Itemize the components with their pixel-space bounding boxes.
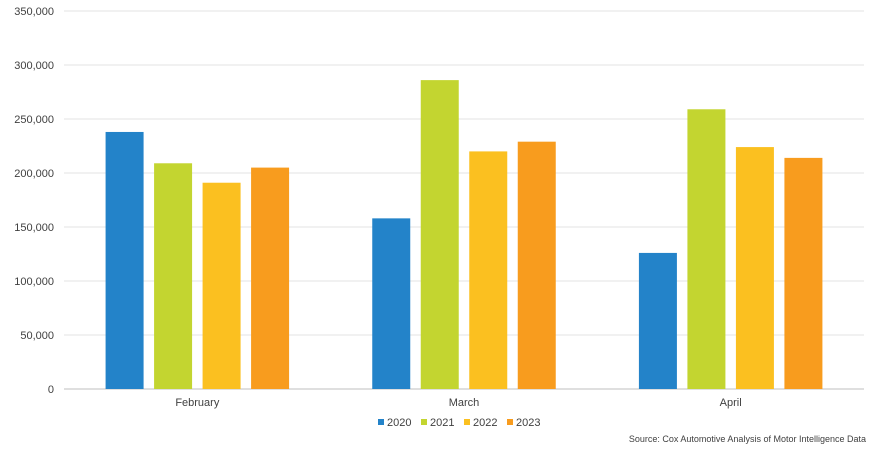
bar-april-2020 [638, 252, 677, 389]
bar-march-2021 [420, 80, 459, 390]
y-tick-label: 100,000 [14, 276, 54, 288]
x-category-label: April [720, 397, 742, 409]
bar-april-2021 [687, 109, 726, 389]
y-tick-label: 200,000 [14, 168, 54, 180]
legend-swatch [464, 419, 470, 425]
legend-swatch [378, 419, 384, 425]
y-tick-label: 50,000 [20, 330, 54, 342]
x-axis-categories: February March April [175, 397, 741, 409]
bar-february-2022 [202, 182, 241, 389]
y-axis-ticks: 0 50,000 100,000 150,000 200,000 250,000 300,0… [14, 6, 54, 396]
bar-april-2022 [735, 147, 774, 389]
source-note: Source: Cox Automotive Analysis of Motor… [629, 434, 866, 444]
x-category-label: March [449, 397, 480, 409]
legend-label: 2021 [430, 417, 454, 429]
legend-swatch [421, 419, 427, 425]
bar-february-2023 [251, 167, 290, 389]
y-tick-label: 0 [48, 384, 54, 396]
legend-label: 2023 [516, 417, 540, 429]
y-tick-label: 250,000 [14, 114, 54, 126]
y-tick-label: 300,000 [14, 60, 54, 72]
bar-april-2023 [784, 157, 823, 389]
y-tick-label: 350,000 [14, 6, 54, 18]
bar-march-2020 [372, 218, 411, 389]
x-category-label: February [175, 397, 220, 409]
legend-swatch [507, 419, 513, 425]
bars [105, 80, 823, 390]
bar-march-2022 [469, 151, 508, 389]
gridlines [64, 10, 864, 390]
legend-label: 2022 [473, 417, 497, 429]
bar-february-2020 [105, 131, 144, 389]
y-tick-label: 150,000 [14, 222, 54, 234]
bar-february-2021 [154, 163, 193, 389]
bar-march-2023 [517, 141, 556, 389]
legend: 2020 2021 2022 2023 [378, 417, 540, 429]
legend-label: 2020 [387, 417, 411, 429]
